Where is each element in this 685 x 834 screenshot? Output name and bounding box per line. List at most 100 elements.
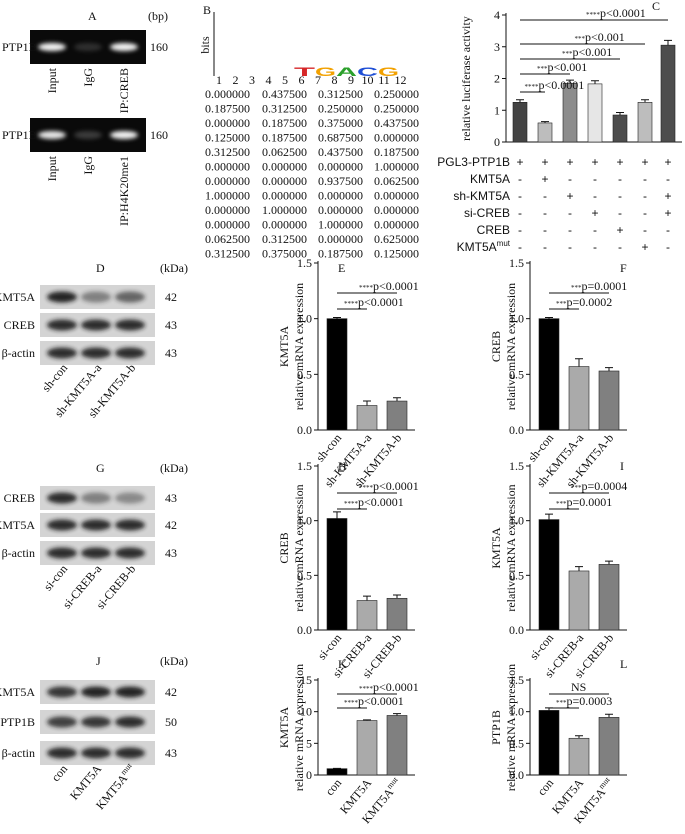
significance-label: ****p<0.0001 <box>525 78 585 92</box>
error-bar <box>333 511 341 519</box>
size-label: 43 <box>165 546 177 560</box>
condition-label: KMT5Amut <box>457 239 511 254</box>
significance-label: ***p=0.0003 <box>556 694 612 708</box>
matrix-cell: 0.125000 <box>374 247 419 261</box>
blot-band <box>47 716 77 728</box>
blot-band <box>115 747 145 759</box>
significance-text: NS <box>571 680 586 694</box>
matrix-cell: 0.312500 <box>318 87 363 101</box>
blot-band <box>47 492 77 504</box>
bar <box>637 102 653 143</box>
panel-label: B <box>203 3 211 17</box>
significance-text: p=0.0003 <box>567 694 613 708</box>
logo-position: 6 <box>299 73 305 87</box>
significance-stars: *** <box>556 500 567 508</box>
y-tick-label: 1.0 <box>509 312 524 326</box>
condition-sign: - <box>618 172 622 186</box>
gel-band <box>74 43 102 51</box>
unit-label: (kDa) <box>160 261 188 275</box>
significance-label: ***p=0.0002 <box>556 295 612 309</box>
matrix-cell: 0.000000 <box>262 189 307 203</box>
condition-sign: + <box>591 206 598 220</box>
condition-name: sh-KMT5A <box>453 189 510 203</box>
condition-sign: + <box>664 206 671 220</box>
unit-label: (bp) <box>148 9 168 23</box>
significance-stars: *** <box>571 284 582 292</box>
y-tick-label: 0.5 <box>509 367 524 381</box>
logo-letter: A <box>336 65 358 79</box>
protein-label: CREB <box>4 491 35 505</box>
logo-letter: G <box>378 65 399 79</box>
blot-band <box>47 347 77 359</box>
matrix-cell: 0.000000 <box>318 232 363 246</box>
logo-position: 9 <box>348 73 354 87</box>
bar <box>537 122 553 143</box>
y-tick-label: 0.0 <box>509 768 524 782</box>
significance-label: ****p<0.0001 <box>344 495 404 509</box>
significance-label: ****p<0.0001 <box>359 479 419 493</box>
blot-band <box>81 747 111 759</box>
significance-stars: **** <box>359 484 374 492</box>
gel-target: PTP1B <box>2 40 37 54</box>
significance-text: p<0.001 <box>573 45 613 59</box>
significance-stars: **** <box>359 685 374 693</box>
condition-sign: + <box>566 155 573 169</box>
logo-position: 1 <box>216 73 222 87</box>
matrix-cell: 0.687500 <box>318 131 363 145</box>
axis-label: bits <box>198 36 212 54</box>
condition-sign: + <box>641 240 648 254</box>
bar <box>538 710 560 776</box>
condition-sign: - <box>543 240 547 254</box>
condition-sign: - <box>518 189 522 203</box>
y-axis-label: relative mRNA expression <box>292 283 306 410</box>
y-tick-label: 10 <box>300 705 312 719</box>
condition-label: si-CREB <box>464 206 510 220</box>
significance-label: ****p<0.0001 <box>344 694 404 708</box>
condition-sign: + <box>664 155 671 169</box>
significance-text: p<0.001 <box>548 60 588 74</box>
lane-label: IgG <box>81 68 95 87</box>
condition-sign: - <box>618 206 622 220</box>
significance-text: p=0.0001 <box>582 279 628 293</box>
logo-letter: T <box>294 65 317 79</box>
error-bar <box>545 513 553 520</box>
lane-label: Input <box>45 67 59 93</box>
significance-stars: *** <box>575 35 586 43</box>
condition-sign: - <box>568 172 572 186</box>
blot-band <box>81 291 111 303</box>
matrix-cell: 0.250000 <box>374 87 419 101</box>
size-label: 42 <box>165 290 177 304</box>
y-axis-gene: PTP1B <box>489 710 503 745</box>
y-tick-label: 0.0 <box>297 623 312 637</box>
logo-letter: G <box>315 65 336 79</box>
y-axis-label: relative mRNA expression <box>292 484 306 611</box>
panel-label: I <box>620 459 624 473</box>
matrix-cell: 0.000000 <box>262 174 307 188</box>
bar <box>612 114 628 143</box>
size-label: 43 <box>165 491 177 505</box>
error-bar <box>605 713 613 718</box>
matrix-cell: 0.062500 <box>374 174 419 188</box>
significance-stars: **** <box>525 83 540 91</box>
error-bar <box>575 566 583 571</box>
gel-band <box>110 43 138 51</box>
condition-sign: - <box>643 223 647 237</box>
protein-label: β-actin <box>2 746 35 760</box>
significance-label: ***p=0.0004 <box>571 479 627 493</box>
blot-band <box>47 747 77 759</box>
condition-sign: + <box>616 223 623 237</box>
size-label: 50 <box>165 715 177 729</box>
error-bar <box>641 99 649 103</box>
bar <box>568 366 590 431</box>
lane-label: IP:CREB <box>117 68 131 113</box>
matrix-cell: 0.000000 <box>318 189 363 203</box>
panel-label: L <box>620 657 627 671</box>
matrix-cell: 0.437500 <box>318 145 363 159</box>
matrix-cell: 1.000000 <box>262 203 307 217</box>
condition-sign: + <box>616 155 623 169</box>
logo-position: 11 <box>378 73 390 87</box>
y-tick-label: 15 <box>300 673 312 687</box>
matrix-cell: 0.437500 <box>262 87 307 101</box>
lane-label: IP:H4K20me1 <box>117 156 131 226</box>
matrix-cell: 0.312500 <box>262 102 307 116</box>
